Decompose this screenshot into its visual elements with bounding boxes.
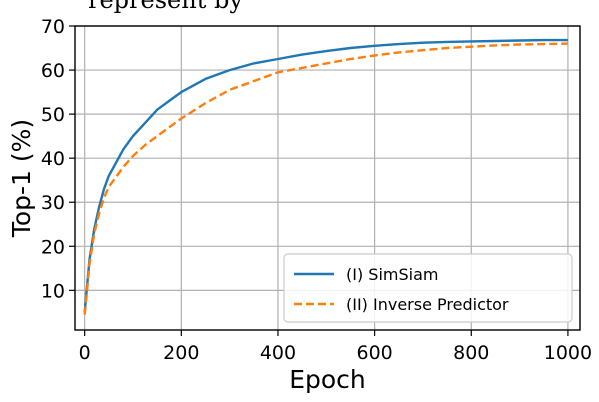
plot-frame [74,25,581,331]
x-tick-label: 200 [163,342,199,364]
legend-label-simsiam: (I) SimSiam [346,265,438,284]
y-tick-label: 70 [41,16,65,38]
x-tick-label: 800 [453,342,489,364]
x-tick-label: 1000 [544,342,592,364]
series-lines [83,38,568,315]
y-tick-label: 50 [41,104,65,126]
axis-ticks: 0 200 400 600 800 1000 10 20 30 40 50 60 70 [41,16,592,364]
x-tick-label: 0 [79,342,91,364]
x-tick-label: 400 [260,342,296,364]
legend-box [283,253,573,323]
y-tick-label: 60 [41,60,65,82]
x-tick-label: 600 [356,342,392,364]
y-tick-label: 40 [41,148,65,170]
y-tick-label: 30 [41,192,65,214]
x-axis-label: Epoch [289,365,366,394]
legend: (I) SimSiam (II) Inverse Predictor [283,253,573,323]
y-tick-label: 20 [41,236,65,258]
y-axis-label: Top-1 (%) [7,119,36,238]
legend-label-inverse-predictor: (II) Inverse Predictor [346,295,509,314]
series-line-0 [83,38,568,313]
cropped-caption-text: represent by [88,0,243,14]
y-tick-label: 10 [41,280,65,302]
